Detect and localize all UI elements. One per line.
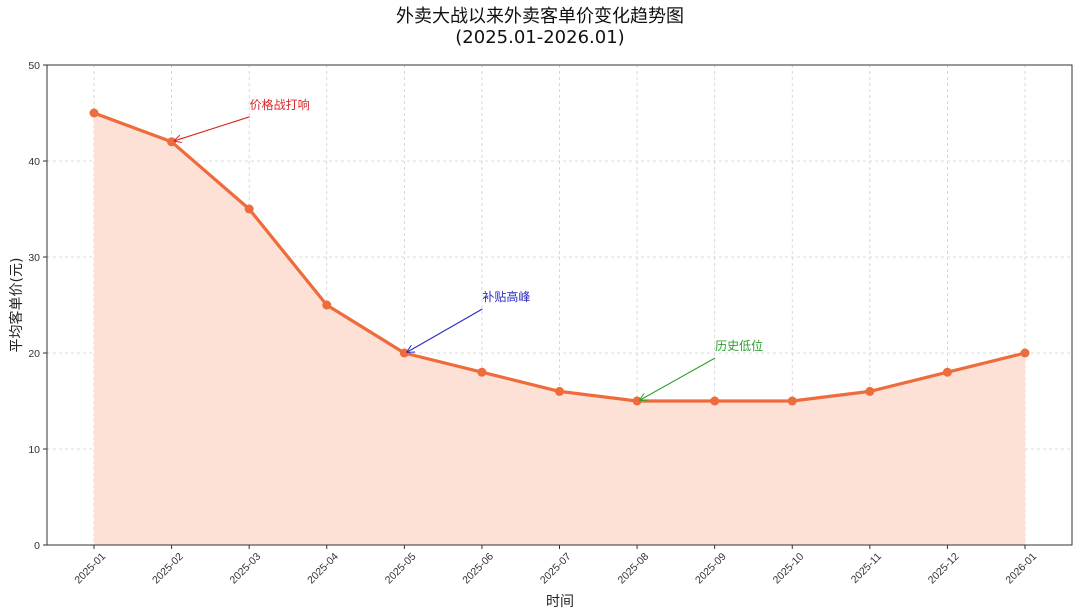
- annotation-arrow: [175, 116, 250, 141]
- data-point: [787, 396, 797, 406]
- x-axis-label: 时间: [546, 594, 574, 608]
- area-fill: [94, 113, 1025, 545]
- annotation-label: 补贴高峰: [482, 289, 530, 304]
- chart-subtitle: (2025.01-2026.01): [455, 27, 625, 48]
- data-point: [89, 108, 99, 118]
- annotation-label: 价格战打响: [250, 97, 310, 112]
- x-tick-label: 2026-01: [1003, 551, 1039, 587]
- x-axis-ticks: 2025-01 2025-02 2025-03 2025-04 2025-05 2025-…: [72, 545, 1039, 586]
- x-tick-label: 2025-09: [693, 551, 729, 587]
- data-point: [555, 386, 564, 396]
- x-tick-label: 2025-01: [72, 551, 108, 587]
- y-axis-ticks: 0 10 20 30 40 50: [28, 60, 47, 552]
- x-tick-label: 2025-05: [383, 551, 419, 587]
- x-tick-label: 2025-10: [771, 551, 807, 587]
- data-point: [477, 367, 487, 377]
- annotation-arrow: [640, 357, 716, 400]
- y-tick-label: 50: [28, 60, 40, 72]
- x-tick-label: 2025-03: [228, 551, 264, 587]
- y-axis-label: 平均客单价(元): [8, 258, 25, 353]
- data-point: [244, 204, 254, 214]
- x-tick-label: 2025-12: [926, 551, 962, 587]
- y-tick-label: 10: [28, 444, 40, 456]
- data-point: [322, 300, 332, 310]
- data-point: [167, 137, 177, 147]
- annotation-arrow: [407, 308, 483, 352]
- data-point: [865, 386, 875, 396]
- y-tick-label: 0: [34, 540, 40, 552]
- x-tick-label: 2025-11: [849, 551, 884, 586]
- x-tick-label: 2025-07: [538, 551, 574, 587]
- data-point: [1020, 348, 1030, 358]
- x-tick-label: 2025-04: [305, 551, 341, 587]
- x-tick-label: 2025-08: [615, 551, 651, 587]
- data-point: [399, 348, 409, 358]
- chart-title-main: 外卖大战以来外卖客单价变化趋势图: [396, 6, 684, 27]
- y-tick-label: 20: [28, 348, 40, 360]
- y-tick-label: 40: [28, 156, 40, 168]
- data-point: [942, 367, 952, 377]
- y-tick-label: 30: [28, 252, 40, 264]
- x-tick-label: 2025-02: [150, 551, 186, 587]
- annotation-label: 历史低位: [715, 338, 763, 353]
- data-point: [632, 396, 642, 406]
- chart-title: 外卖大战以来外卖客单价变化趋势图 (2025.01-2026.01): [0, 6, 1080, 48]
- data-point: [710, 396, 720, 406]
- x-tick-label: 2025-06: [460, 551, 496, 587]
